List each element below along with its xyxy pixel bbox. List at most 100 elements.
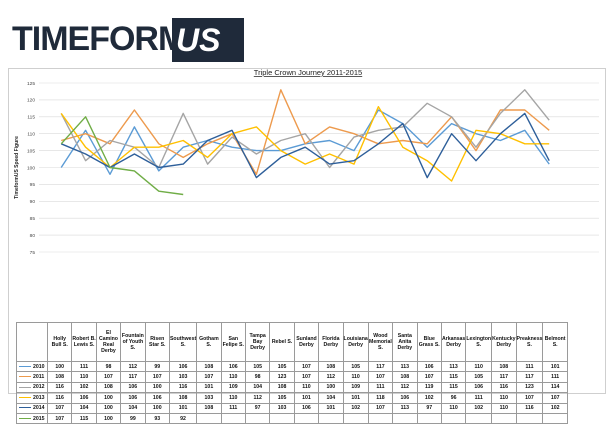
category-label: El Camino Real Derby: [95, 322, 122, 362]
data-label: 104: [244, 381, 271, 394]
category-label: Belmont S.: [542, 322, 568, 362]
data-label: 119: [416, 381, 442, 394]
legend-entry: 2013: [16, 392, 48, 404]
data-label: 101: [293, 392, 320, 404]
data-label: 111: [220, 402, 246, 414]
data-label: 96: [440, 392, 467, 404]
category-label: Arkansas Derby: [440, 322, 467, 362]
legend-swatch: [19, 417, 31, 419]
data-label: 107: [293, 371, 320, 383]
data-label: 117: [491, 371, 517, 383]
data-label: 106: [220, 360, 246, 373]
data-label: 101: [196, 381, 222, 394]
data-label: 107: [144, 371, 170, 383]
data-label: 108: [168, 392, 198, 404]
data-label: 107: [416, 371, 442, 383]
data-label: 107: [293, 360, 320, 373]
data-label: 100: [144, 381, 170, 394]
data-label: 92: [168, 412, 198, 424]
y-tick-label: 80: [30, 233, 36, 239]
data-label: 108: [95, 381, 122, 394]
data-label: 105: [342, 360, 369, 373]
data-label: 103: [196, 392, 222, 404]
data-label: 113: [392, 402, 418, 414]
data-label: 97: [244, 402, 271, 414]
data-label: 101: [168, 402, 198, 414]
data-label: 93: [144, 412, 170, 424]
data-label: 116: [168, 381, 198, 394]
data-label: 107: [196, 371, 222, 383]
y-tick-label: 100: [27, 165, 35, 171]
series-line-2013: [60, 106, 550, 182]
category-label: Tampa Bay Derby: [244, 322, 271, 362]
data-label: 108: [269, 381, 295, 394]
data-label: 102: [542, 402, 568, 414]
data-label: 106: [168, 360, 198, 373]
data-label: 106: [465, 381, 493, 394]
category-label: Kentucky Derby: [491, 322, 517, 362]
legend-entry: 2010: [16, 360, 48, 373]
data-label: [416, 412, 442, 424]
chart-title: Triple Crown Journey 2011-2015: [254, 69, 362, 77]
data-label: 101: [342, 392, 369, 404]
data-label: 107: [95, 371, 122, 383]
legend-entry: 2015: [16, 412, 48, 424]
chart-panel: Triple Crown Journey 2011-2015 75 80 85 90 95…: [8, 68, 606, 424]
data-label: 99: [144, 360, 170, 373]
data-label: 100: [95, 412, 122, 424]
data-label: 99: [120, 412, 146, 424]
data-label: 103: [168, 371, 198, 383]
data-label: [491, 412, 517, 424]
table-row: 2014 107 104 100 104 100 101 108 111 97 103 106 101 1…: [16, 402, 568, 414]
data-label: 107: [515, 392, 544, 404]
legend-entry: 2011: [16, 371, 48, 383]
category-label: Southwest S.: [168, 322, 198, 362]
data-label: 110: [293, 381, 320, 394]
data-label: 105: [244, 360, 271, 373]
category-label: Preakness S.: [515, 322, 544, 362]
y-tick-label: 125: [27, 81, 35, 87]
data-label: 106: [293, 402, 320, 414]
table-row: 2010 100 111 98 112 99 106 108 106 105 105 107 108 10…: [16, 360, 568, 373]
legend-entry: 2012: [16, 381, 48, 394]
data-label: 107: [46, 402, 73, 414]
y-tick-label: 90: [30, 199, 36, 205]
table-header-row: Holly Bull S. Robert B. Lewis S. El Camino…: [16, 322, 568, 362]
data-label: 113: [392, 360, 418, 373]
data-label: 108: [491, 360, 517, 373]
data-label: 100: [95, 392, 122, 404]
table-row: 2011 108 110 107 117 107 103 107 110 98 123 107 112 1…: [16, 371, 568, 383]
table-row: 2013 116 106 100 106 106 108 103 110 112 105 101 104…: [16, 392, 568, 404]
category-label: Sunland Derby: [293, 322, 320, 362]
data-label: 102: [465, 402, 493, 414]
data-label: 100: [144, 402, 170, 414]
data-label: 106: [120, 381, 146, 394]
data-label: 111: [515, 360, 544, 373]
data-label: 112: [392, 381, 418, 394]
data-label: 108: [392, 371, 418, 383]
data-label: [542, 412, 568, 424]
data-label: 114: [542, 381, 568, 394]
data-label: 97: [416, 402, 442, 414]
data-label: 110: [491, 392, 517, 404]
data-label: 106: [71, 392, 97, 404]
data-label: 110: [465, 360, 493, 373]
category-label: Gotham S.: [196, 322, 222, 362]
data-label: 102: [342, 402, 369, 414]
data-label: 118: [367, 392, 394, 404]
data-label: [293, 412, 320, 424]
data-label: 116: [515, 402, 544, 414]
category-label: Wood Memorial S.: [367, 322, 394, 362]
series-line-2014: [60, 112, 550, 179]
data-label: [220, 412, 246, 424]
category-label: San Felipe S.: [220, 322, 246, 362]
data-label: 107: [367, 402, 394, 414]
data-label: 107: [367, 371, 394, 383]
data-label: 110: [71, 371, 97, 383]
data-label: 116: [46, 392, 73, 404]
table-corner-cell: [16, 322, 48, 362]
data-label: 104: [318, 392, 344, 404]
data-label: [244, 412, 271, 424]
data-label: 103: [269, 402, 295, 414]
category-label: Louisiana Derby: [342, 322, 369, 362]
